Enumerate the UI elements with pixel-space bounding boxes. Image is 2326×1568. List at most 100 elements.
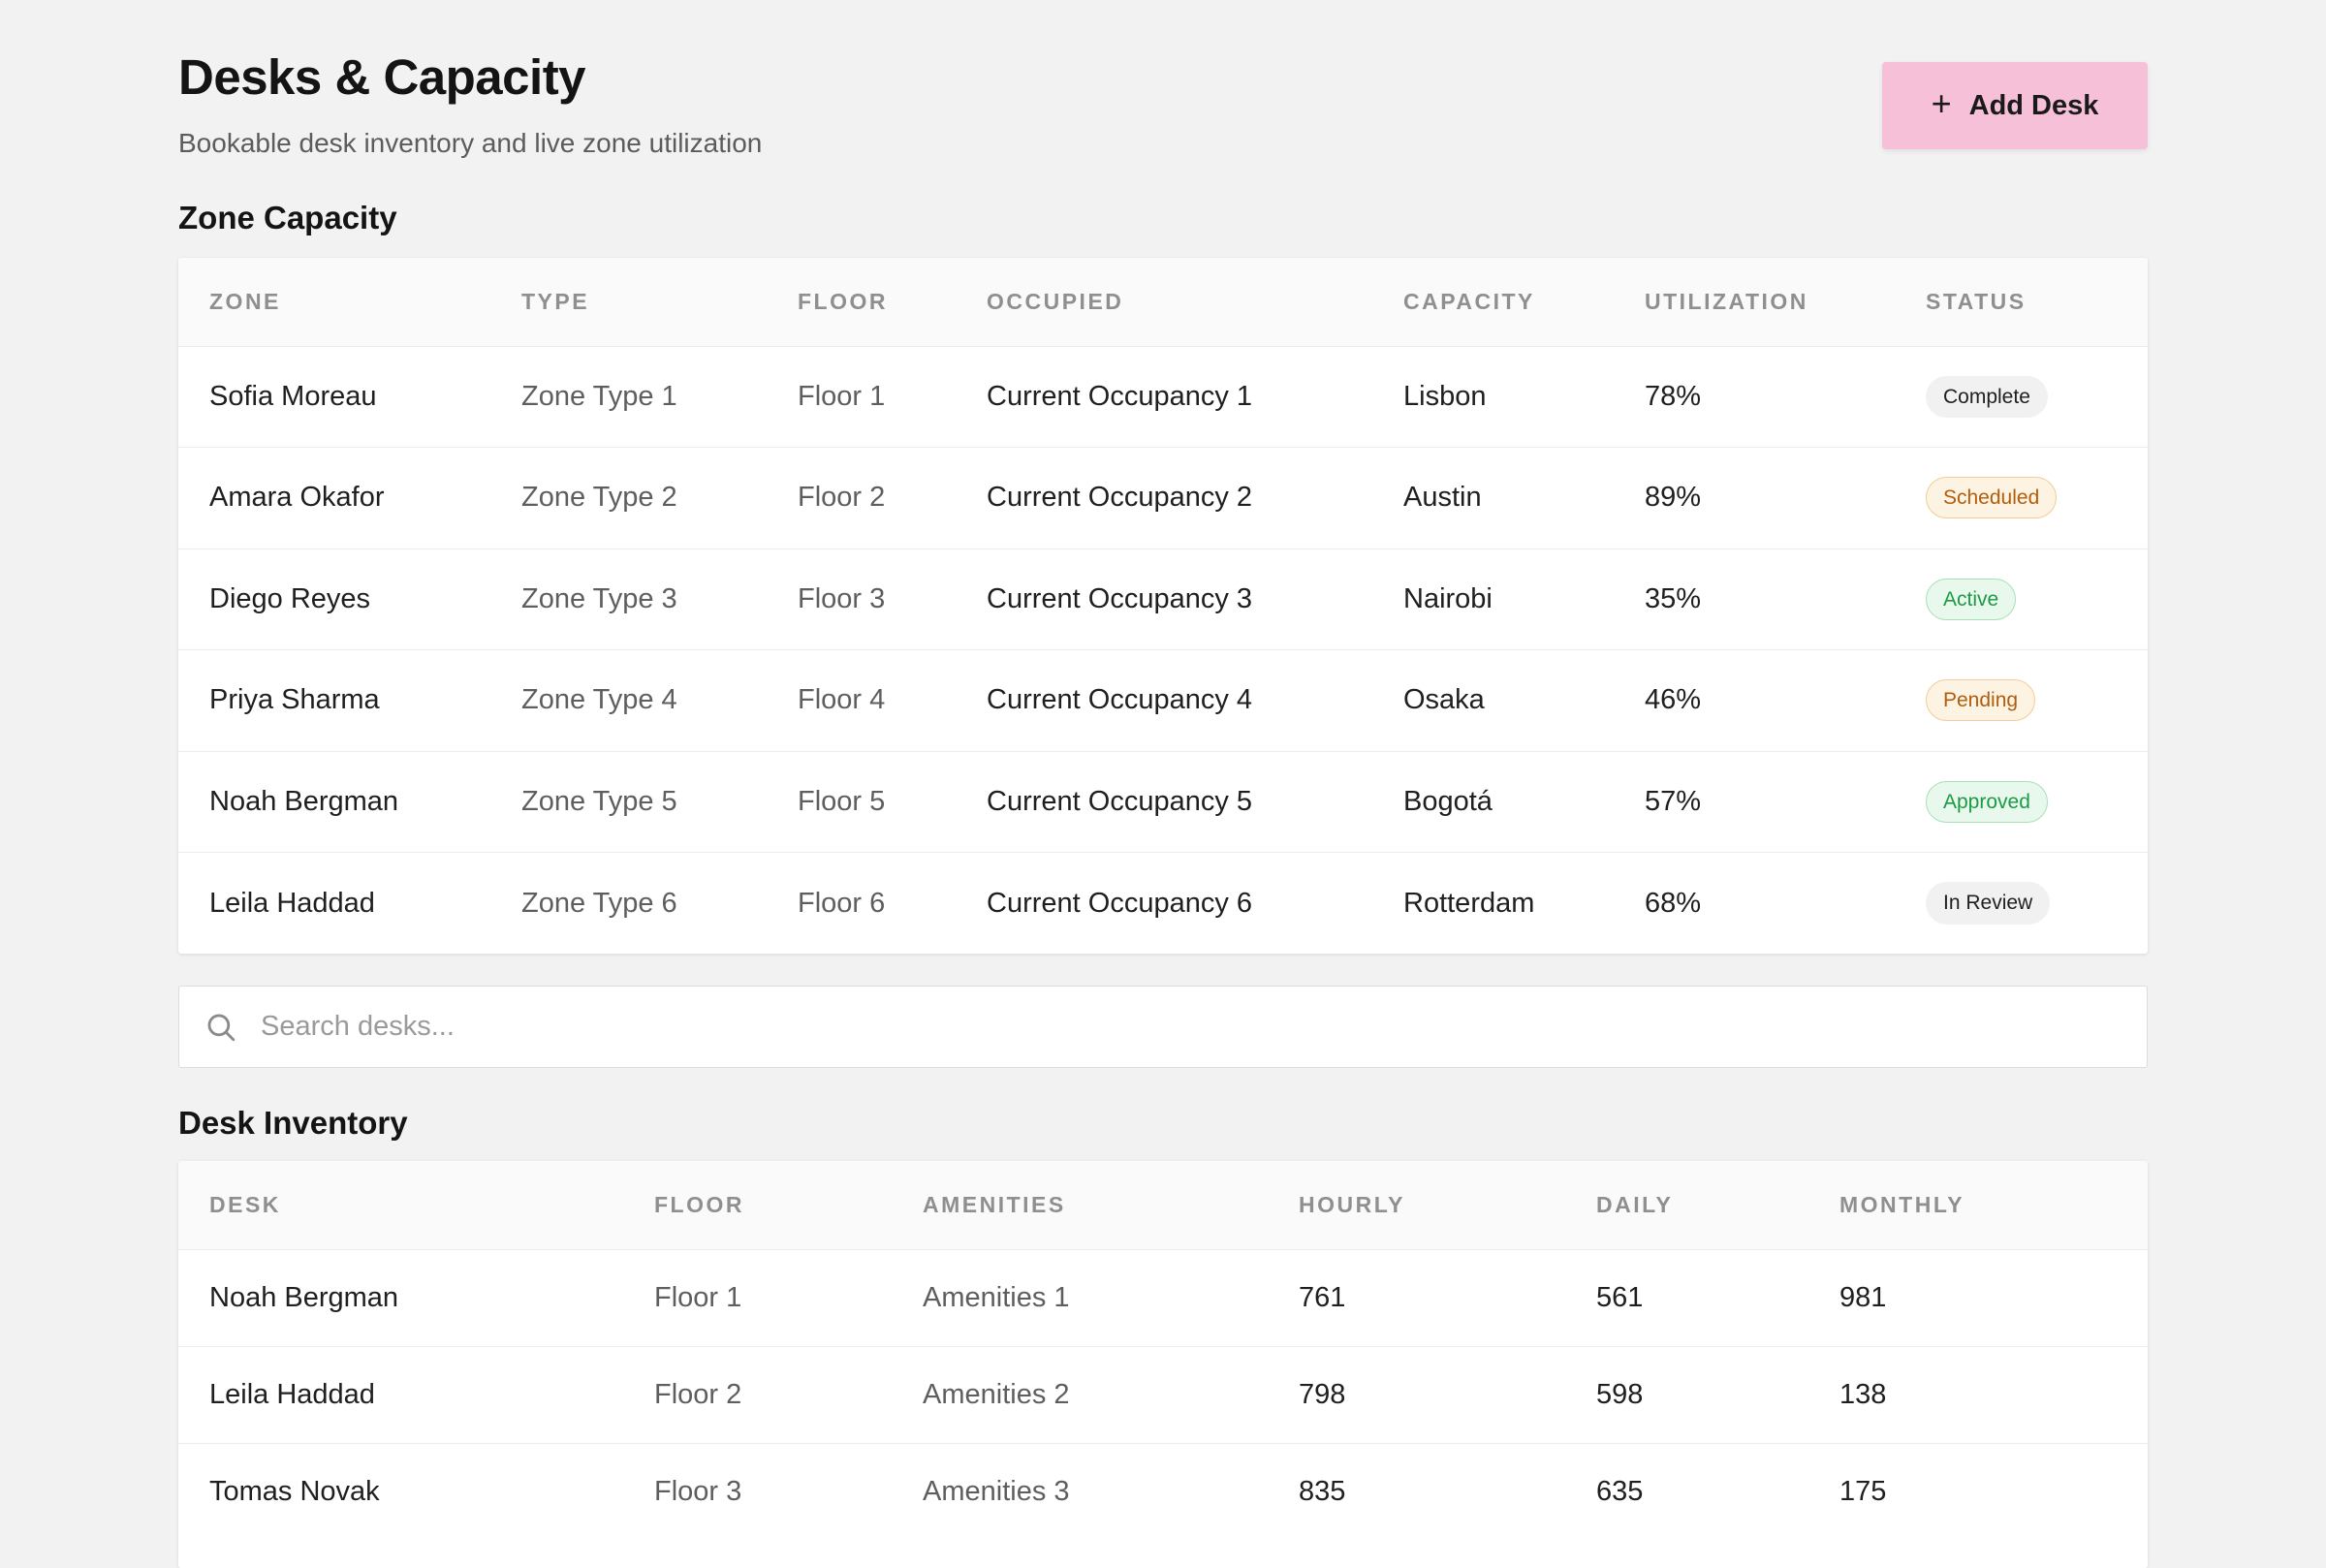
occupied-cell: Current Occupancy 2	[956, 447, 1372, 549]
capacity-cell: Lisbon	[1372, 345, 1614, 448]
amenities-cell: Amenities 2	[892, 1345, 1268, 1443]
floor-cell: Floor 2	[767, 447, 956, 549]
column-header-utilization[interactable]: UTILIZATION	[1614, 258, 1895, 346]
floor-cell: Floor 1	[623, 1248, 892, 1346]
status-cell: In Review	[1895, 852, 2148, 954]
capacity-cell: Nairobi	[1372, 548, 1614, 650]
floor-cell: Floor 3	[623, 1442, 892, 1540]
utilization-cell: 57%	[1614, 750, 1895, 853]
desk-inventory-table: DESK FLOOR AMENITIES HOURLY DAILY MONTHL…	[178, 1161, 2148, 1540]
plus-icon: +	[1931, 83, 1952, 123]
monthly-cell: 138	[1808, 1345, 2148, 1443]
column-header-capacity[interactable]: CAPACITY	[1372, 258, 1614, 346]
desk-cell: Leila Haddad	[178, 1345, 623, 1443]
monthly-cell: 981	[1808, 1248, 2148, 1346]
utilization-cell: 78%	[1614, 345, 1895, 448]
type-cell: Zone Type 1	[490, 345, 767, 448]
column-header-amenities[interactable]: AMENITIES	[892, 1161, 1268, 1249]
monthly-cell: 175	[1808, 1442, 2148, 1540]
table-row[interactable]: Tomas Novak Floor 3 Amenities 3 835 635 175	[178, 1442, 2148, 1540]
occupied-cell: Current Occupancy 3	[956, 548, 1372, 650]
desk-inventory-title: Desk Inventory	[178, 1105, 408, 1141]
zone-cell: Amara Okafor	[178, 447, 490, 549]
amenities-cell: Amenities 3	[892, 1442, 1268, 1540]
status-badge: Approved	[1926, 780, 2048, 823]
floor-cell: Floor 3	[767, 548, 956, 650]
capacity-cell: Osaka	[1372, 649, 1614, 751]
zone-cell: Leila Haddad	[178, 852, 490, 954]
status-cell: Complete	[1895, 345, 2148, 448]
zone-capacity-title: Zone Capacity	[178, 200, 397, 235]
status-cell: Approved	[1895, 750, 2148, 853]
capacity-cell: Austin	[1372, 447, 1614, 549]
column-header-status[interactable]: STATUS	[1895, 258, 2148, 346]
table-row[interactable]: Noah Bergman Floor 1 Amenities 1 761 561 981	[178, 1248, 2148, 1346]
zone-cell: Priya Sharma	[178, 649, 490, 751]
status-badge: Pending	[1926, 679, 2036, 722]
status-cell: Pending	[1895, 649, 2148, 751]
status-badge: In Review	[1926, 882, 2051, 925]
table-row[interactable]: Leila Haddad Floor 2 Amenities 2 798 598 138	[178, 1345, 2148, 1443]
desk-cell: Noah Bergman	[178, 1248, 623, 1346]
hourly-cell: 761	[1268, 1248, 1565, 1346]
utilization-cell: 68%	[1614, 852, 1895, 954]
add-desk-button[interactable]: + Add Desk	[1882, 62, 2148, 149]
zone-capacity-table: ZONE TYPE FLOOR OCCUPIED CAPACITY UTILIZ…	[178, 258, 2148, 954]
page: Desks & Capacity Bookable desk inventory…	[178, 0, 2148, 194]
zone-table-header-row: ZONE TYPE FLOOR OCCUPIED CAPACITY UTILIZ…	[178, 258, 2148, 346]
table-row[interactable]: Noah Bergman Zone Type 5 Floor 5 Current Oc…	[178, 750, 2148, 853]
zone-cell: Diego Reyes	[178, 548, 490, 650]
daily-cell: 561	[1565, 1248, 1808, 1346]
table-row[interactable]: Leila Haddad Zone Type 6 Floor 6 Current Oc…	[178, 852, 2148, 954]
search-box[interactable]	[178, 986, 2148, 1068]
column-header-floor[interactable]: FLOOR	[623, 1161, 892, 1249]
occupied-cell: Current Occupancy 4	[956, 649, 1372, 751]
zone-capacity-table-card: ZONE TYPE FLOOR OCCUPIED CAPACITY UTILIZ…	[178, 258, 2148, 954]
table-row[interactable]: Diego Reyes Zone Type 3 Floor 3 Current Occ…	[178, 548, 2148, 650]
column-header-occupied[interactable]: OCCUPIED	[956, 258, 1372, 346]
page-title: Desks & Capacity	[178, 49, 586, 105]
floor-cell: Floor 6	[767, 852, 956, 954]
desk-inventory-table-card: DESK FLOOR AMENITIES HOURLY DAILY MONTHL…	[178, 1161, 2148, 1568]
desk-table-header-row: DESK FLOOR AMENITIES HOURLY DAILY MONTHL…	[178, 1161, 2148, 1249]
occupied-cell: Current Occupancy 6	[956, 852, 1372, 954]
utilization-cell: 46%	[1614, 649, 1895, 751]
occupied-cell: Current Occupancy 1	[956, 345, 1372, 448]
zone-cell: Sofia Moreau	[178, 345, 490, 448]
column-header-type[interactable]: TYPE	[490, 258, 767, 346]
type-cell: Zone Type 3	[490, 548, 767, 650]
type-cell: Zone Type 2	[490, 447, 767, 549]
daily-cell: 598	[1565, 1345, 1808, 1443]
capacity-cell: Bogotá	[1372, 750, 1614, 853]
column-header-floor[interactable]: FLOOR	[767, 258, 956, 346]
column-header-monthly[interactable]: MONTHLY	[1808, 1161, 2148, 1249]
search-input[interactable]	[261, 1011, 2147, 1043]
daily-cell: 635	[1565, 1442, 1808, 1540]
floor-cell: Floor 1	[767, 345, 956, 448]
status-badge: Complete	[1926, 375, 2048, 418]
amenities-cell: Amenities 1	[892, 1248, 1268, 1346]
table-row[interactable]: Amara Okafor Zone Type 2 Floor 2 Current Oc…	[178, 447, 2148, 549]
column-header-daily[interactable]: DAILY	[1565, 1161, 1808, 1249]
status-cell: Scheduled	[1895, 447, 2148, 549]
type-cell: Zone Type 5	[490, 750, 767, 853]
hourly-cell: 835	[1268, 1442, 1565, 1540]
page-header: Desks & Capacity Bookable desk inventory…	[178, 0, 2148, 194]
column-header-hourly[interactable]: HOURLY	[1268, 1161, 1565, 1249]
column-header-desk[interactable]: DESK	[178, 1161, 623, 1249]
occupied-cell: Current Occupancy 5	[956, 750, 1372, 853]
search-icon	[207, 1014, 236, 1041]
page-subtitle: Bookable desk inventory and live zone ut…	[178, 128, 763, 158]
table-row[interactable]: Priya Sharma Zone Type 4 Floor 4 Current Oc…	[178, 649, 2148, 751]
add-desk-button-label: Add Desk	[1968, 89, 2099, 121]
column-header-zone[interactable]: ZONE	[178, 258, 490, 346]
hourly-cell: 798	[1268, 1345, 1565, 1443]
floor-cell: Floor 5	[767, 750, 956, 853]
zone-cell: Noah Bergman	[178, 750, 490, 853]
type-cell: Zone Type 6	[490, 852, 767, 954]
status-badge: Active	[1926, 578, 2017, 620]
desk-cell: Tomas Novak	[178, 1442, 623, 1540]
status-cell: Active	[1895, 548, 2148, 650]
table-row[interactable]: Sofia Moreau Zone Type 1 Floor 1 Current Oc…	[178, 345, 2148, 448]
utilization-cell: 89%	[1614, 447, 1895, 549]
